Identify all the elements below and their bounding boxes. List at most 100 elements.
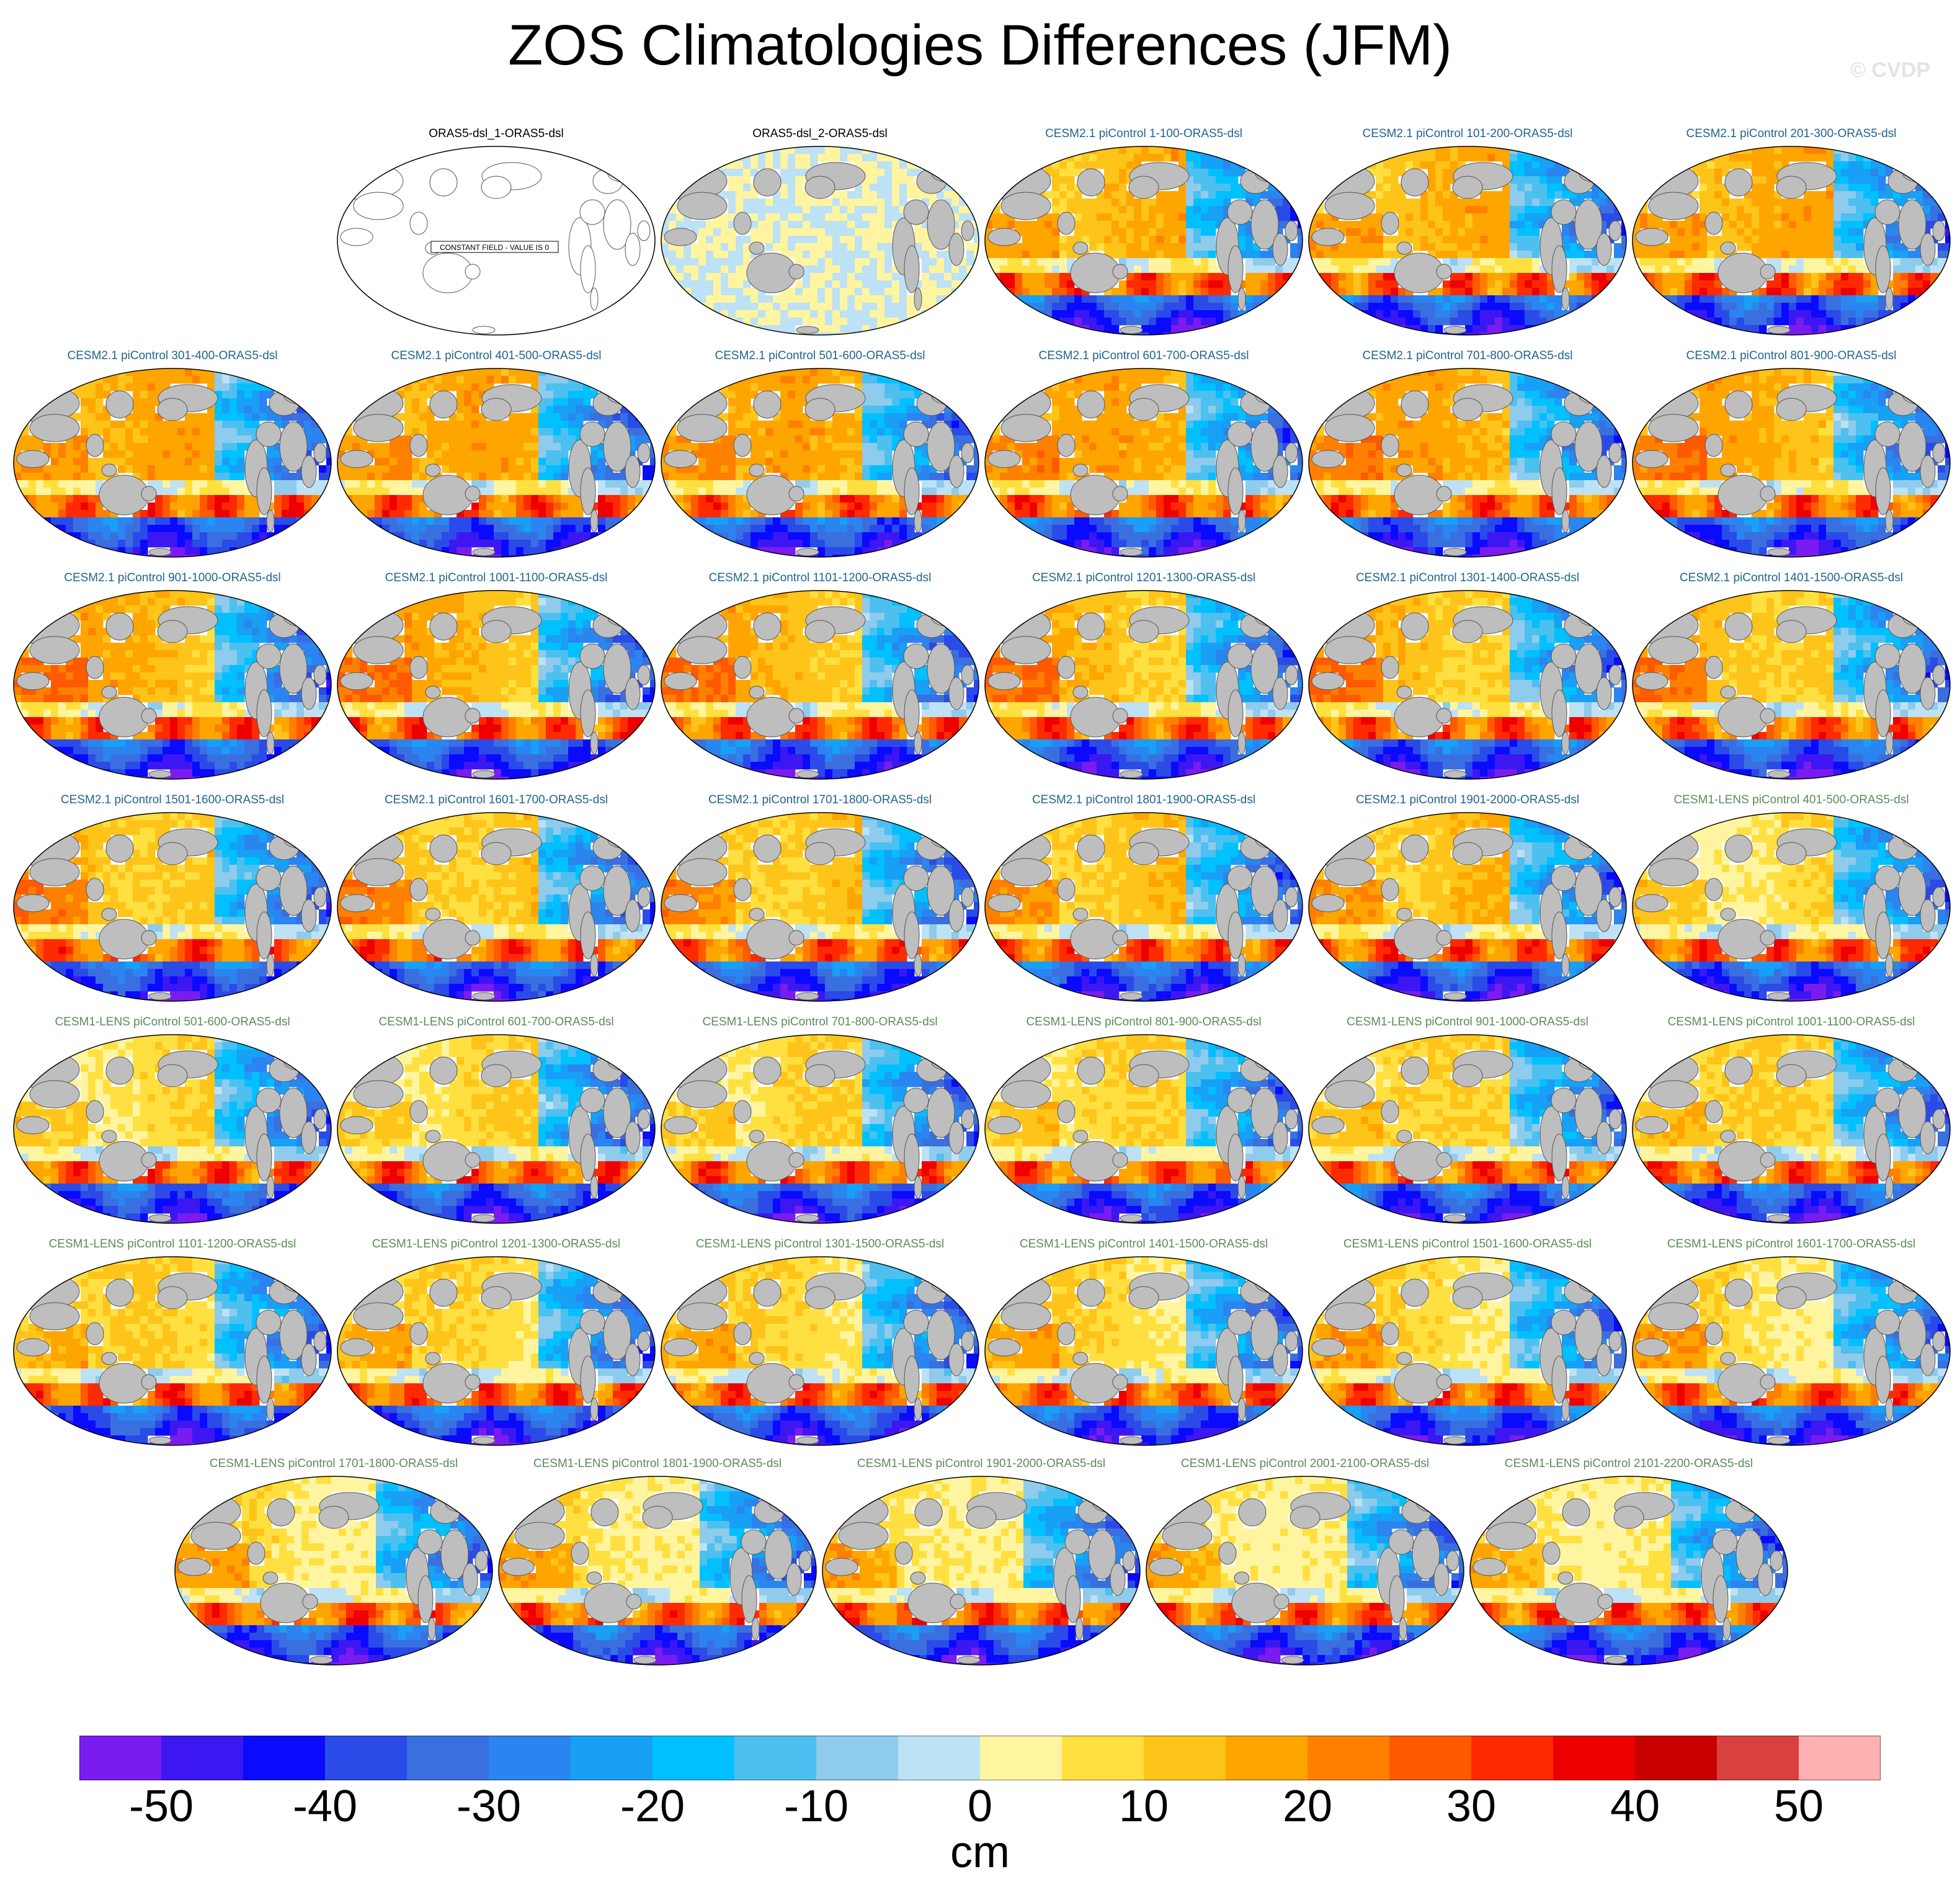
map-plot (1632, 1256, 1951, 1446)
panel-title: CESM1-LENS piControl 801-900-ORAS5-dsl (970, 1015, 1317, 1030)
colorbar-tick-label: -50 (129, 1780, 194, 1832)
colorbar-ticks: -50 -40 -30 -20 -10 0 10 20 30 40 50 (0, 1780, 1960, 1836)
map-plot (822, 1476, 1141, 1666)
panel-title: CESM1-LENS piControl 1101-1200-ORAS5-dsl (0, 1237, 346, 1252)
page-title: ZOS Climatologies Differences (JFM) (0, 11, 1960, 79)
map-plot: CONSTANT FIELD - VALUE IS 0 (337, 146, 656, 336)
map-plot (337, 368, 656, 558)
map-plot (661, 590, 979, 780)
map-panel: CESM2.1 piControl 1901-2000-ORAS5-dsl (1306, 793, 1629, 1016)
colorbar (79, 1736, 1881, 1780)
map-plot (1308, 812, 1627, 1002)
colorbar-swatch (653, 1736, 735, 1780)
panel-title: CESM2.1 piControl 1901-2000-ORAS5-dsl (1294, 793, 1641, 808)
map-plot (984, 146, 1303, 336)
colorbar-tick-label: 10 (1119, 1780, 1169, 1832)
map-panel: CESM2.1 piControl 101-200-ORAS5-dsl (1306, 127, 1629, 350)
panel-title: CESM2.1 piControl 1501-1600-ORAS5-dsl (0, 793, 346, 808)
panel-title: CESM1-LENS piControl 601-700-ORAS5-dsl (323, 1015, 670, 1030)
colorbar-swatch (325, 1736, 408, 1780)
map-plot (13, 812, 332, 1002)
panel-title: CESM2.1 piControl 501-600-ORAS5-dsl (646, 349, 994, 364)
colorbar-swatch (1307, 1736, 1390, 1780)
map-panel: CESM2.1 piControl 201-300-ORAS5-dsl (1630, 127, 1953, 350)
map-panel: CESM2.1 piControl 1501-1600-ORAS5-dsl (11, 793, 334, 1016)
colorbar-tick-label: 20 (1283, 1780, 1332, 1832)
map-panel: CESM2.1 piControl 601-700-ORAS5-dsl (982, 349, 1305, 572)
map-panel: CESM1-LENS piControl 1701-1800-ORAS5-dsl (172, 1457, 495, 1680)
colorbar-swatch (407, 1736, 489, 1780)
map-plot (13, 1034, 332, 1224)
map-panel: CESM1-LENS piControl 1901-2000-ORAS5-dsl (820, 1457, 1143, 1680)
colorbar-swatch (816, 1736, 899, 1780)
map-plot (1308, 146, 1627, 336)
map-panel: CESM2.1 piControl 1401-1500-ORAS5-dsl (1630, 571, 1953, 794)
map-panel: CESM2.1 piControl 901-1000-ORAS5-dsl (11, 571, 334, 794)
panel-title: CESM2.1 piControl 901-1000-ORAS5-dsl (0, 571, 346, 586)
map-plot (1308, 1256, 1627, 1446)
map-plot (1632, 812, 1951, 1002)
map-plot (661, 146, 979, 336)
colorbar-tick-label: -30 (457, 1780, 521, 1832)
colorbar-swatch (1553, 1736, 1636, 1780)
map-plot (984, 1034, 1303, 1224)
panel-title: CESM1-LENS piControl 701-800-ORAS5-dsl (646, 1015, 994, 1030)
panel-title: ORAS5-dsl_1-ORAS5-dsl (323, 127, 670, 141)
map-panel: CESM1-LENS piControl 1001-1100-ORAS5-dsl (1630, 1015, 1953, 1238)
colorbar-units-label: cm (0, 1826, 1960, 1878)
panel-title: CESM1-LENS piControl 1601-1700-ORAS5-dsl (1618, 1237, 1960, 1252)
map-panel: CESM2.1 piControl 301-400-ORAS5-dsl (11, 349, 334, 572)
map-plot (337, 590, 656, 780)
colorbar-swatch (489, 1736, 571, 1780)
map-plot (1632, 1034, 1951, 1224)
panel-title: CESM1-LENS piControl 901-1000-ORAS5-dsl (1294, 1015, 1641, 1030)
map-plot (1308, 1034, 1627, 1224)
panel-title: CESM2.1 piControl 801-900-ORAS5-dsl (1618, 349, 1960, 364)
colorbar-swatch (1226, 1736, 1308, 1780)
panel-title: CESM2.1 piControl 1201-1300-ORAS5-dsl (970, 571, 1317, 586)
panel-title: CESM2.1 piControl 101-200-ORAS5-dsl (1294, 127, 1641, 141)
colorbar-tick-label: 30 (1446, 1780, 1496, 1832)
colorbar-swatch (898, 1736, 981, 1780)
map-plot (337, 812, 656, 1002)
map-plot (13, 1256, 332, 1446)
map-panel: CESM1-LENS piControl 2001-2100-ORAS5-dsl (1144, 1457, 1466, 1680)
map-panel: CESM1-LENS piControl 501-600-ORAS5-dsl (11, 1015, 334, 1238)
panel-title: CESM2.1 piControl 1401-1500-ORAS5-dsl (1618, 571, 1960, 586)
map-plot (1632, 146, 1951, 336)
map-plot (13, 590, 332, 780)
map-panel: CESM2.1 piControl 701-800-ORAS5-dsl (1306, 349, 1629, 572)
colorbar-swatch (243, 1736, 326, 1780)
colorbar-swatch (161, 1736, 244, 1780)
panel-title: CESM2.1 piControl 301-400-ORAS5-dsl (0, 349, 346, 364)
panel-title: CESM2.1 piControl 1701-1800-ORAS5-dsl (646, 793, 994, 808)
panel-title: CESM1-LENS piControl 401-500-ORAS5-dsl (1618, 793, 1960, 808)
panel-title: CESM2.1 piControl 201-300-ORAS5-dsl (1618, 127, 1960, 141)
map-panel: CESM1-LENS piControl 1501-1600-ORAS5-dsl (1306, 1237, 1629, 1460)
colorbar-tick-label: 0 (968, 1780, 992, 1832)
panel-title: CESM1-LENS piControl 2001-2100-ORAS5-dsl (1131, 1457, 1479, 1471)
map-plot (661, 368, 979, 558)
map-plot (498, 1476, 817, 1666)
map-panel: CESM1-LENS piControl 1801-1900-ORAS5-dsl (496, 1457, 819, 1680)
map-panel: CESM2.1 piControl 1201-1300-ORAS5-dsl (982, 571, 1305, 794)
map-plot (984, 812, 1303, 1002)
panel-title: CESM1-LENS piControl 2101-2200-ORAS5-dsl (1455, 1457, 1802, 1471)
panel-title: CESM1-LENS piControl 1501-1600-ORAS5-dsl (1294, 1237, 1641, 1252)
colorbar-swatch (1062, 1736, 1144, 1780)
colorbar-tick-label: -40 (293, 1780, 357, 1832)
map-plot (984, 368, 1303, 558)
map-panel: ORAS5-dsl_1-ORAS5-dsl CONSTANT FIELD - VA… (335, 127, 657, 350)
colorbar-swatch (1635, 1736, 1717, 1780)
map-panel: CESM1-LENS piControl 801-900-ORAS5-dsl (982, 1015, 1305, 1238)
colorbar-tick-label: 40 (1610, 1780, 1660, 1832)
colorbar-tick-label: 50 (1774, 1780, 1824, 1832)
map-plot (1308, 368, 1627, 558)
colorbar-tick-label: -20 (620, 1780, 685, 1832)
map-panel: CESM2.1 piControl 501-600-ORAS5-dsl (659, 349, 981, 572)
map-panel: CESM1-LENS piControl 901-1000-ORAS5-dsl (1306, 1015, 1629, 1238)
map-plot (661, 1256, 979, 1446)
map-panel: CESM1-LENS piControl 1201-1300-ORAS5-dsl (335, 1237, 657, 1460)
panel-title: CESM1-LENS piControl 1901-2000-ORAS5-dsl (808, 1457, 1155, 1471)
map-plot (13, 368, 332, 558)
